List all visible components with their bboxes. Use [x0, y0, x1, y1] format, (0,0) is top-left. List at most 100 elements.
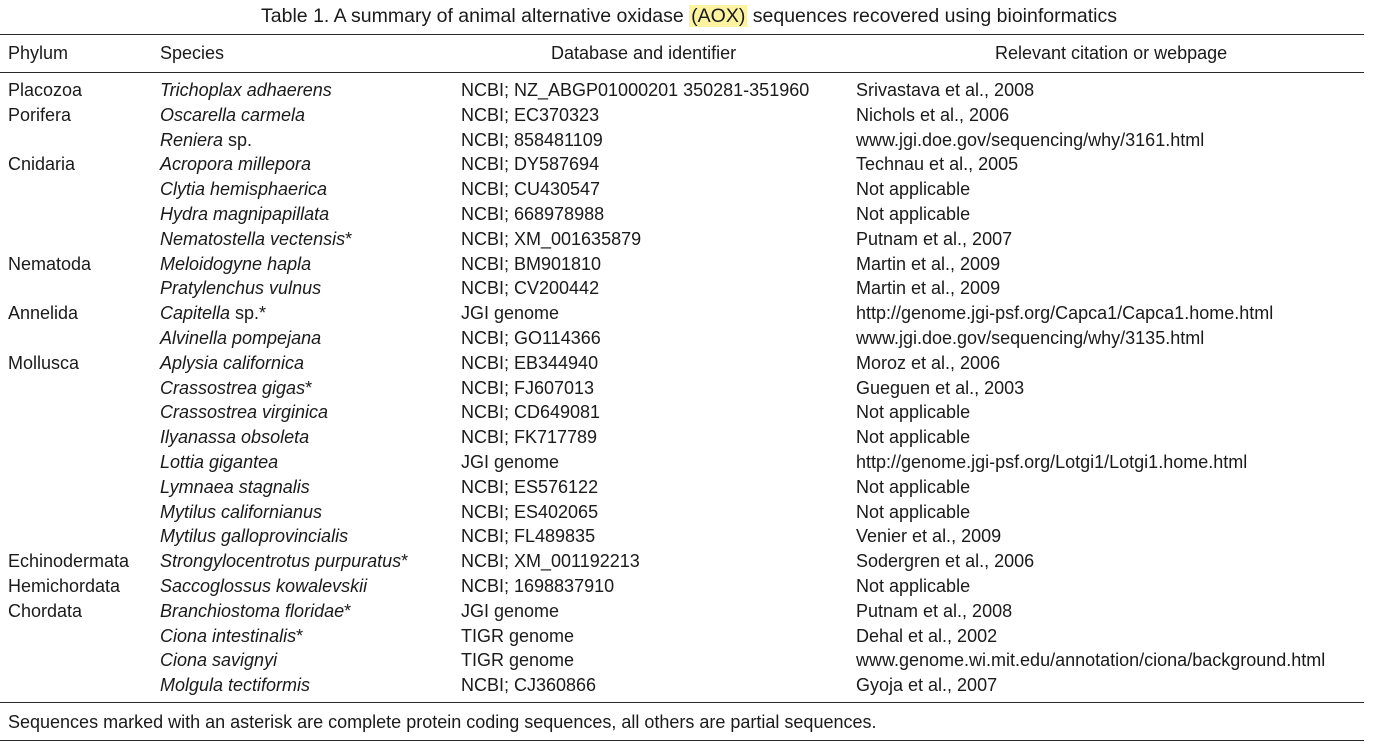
cell-citation: www.genome.wi.mit.edu/annotation/ciona/b…	[856, 650, 1326, 671]
cell-citation: Not applicable	[856, 501, 971, 522]
cell-species: Capitella sp.*	[160, 301, 266, 326]
species-suffix: *	[296, 625, 304, 646]
cell-database: NCBI; ES576122	[461, 476, 599, 497]
species-name: Reniera	[160, 129, 224, 150]
table-row: Nematoda Meloidogyne hapla NCBI; BM901810 M…	[0, 252, 1364, 277]
cell-database: TIGR genome	[461, 650, 575, 671]
cell-database: TIGR genome	[461, 625, 575, 646]
cell-database: NCBI; EC370323	[461, 104, 600, 125]
cell-database: NCBI; NZ_ABGP01000201 350281-351960	[461, 80, 810, 100]
cell-citation: Venier et al., 2009	[856, 526, 1002, 547]
cell-citation: Moroz et al., 2006	[856, 352, 1001, 373]
species-name: Saccoglossus kowalevskii	[160, 575, 368, 596]
species-name: Nematostella vectensis	[160, 228, 346, 249]
table-row: Alvinella pompejana NCBI; GO114366 www.jgi…	[0, 326, 1364, 351]
cell-database: NCBI; CJ360866	[461, 675, 597, 696]
cell-database: NCBI; CV200442	[461, 278, 600, 299]
species-suffix: *	[401, 551, 409, 572]
cell-species: Oscarella carmela	[160, 103, 305, 128]
table-row: Ciona intestinalis* TIGR genome Dehal et a…	[0, 624, 1364, 649]
cell-phylum: Mollusca	[8, 352, 80, 373]
cell-citation: Not applicable	[856, 575, 971, 596]
table-row: Lymnaea stagnalis NCBI; ES576122 Not appli…	[0, 475, 1364, 500]
title-text-before: Table 1. A summary of animal alternative…	[261, 5, 690, 27]
table-row: Nematostella vectensis* NCBI; XM_00163587…	[0, 227, 1364, 252]
cell-species: Hydra magnipapillata	[160, 202, 329, 227]
cell-database: NCBI; XM_001635879	[461, 228, 642, 249]
cell-citation: Nichols et al., 2006	[856, 104, 1010, 125]
cell-citation: Martin et al., 2009	[856, 278, 1001, 299]
table-row: Lottia gigantea JGI genome http://genome.j…	[0, 450, 1364, 475]
cell-citation: Putnam et al., 2008	[856, 600, 1013, 621]
cell-species: Molgula tectiformis	[160, 673, 310, 698]
table-row: Hydra magnipapillata NCBI; 668978988 Not a…	[0, 202, 1364, 227]
species-name: Aplysia californica	[160, 352, 305, 373]
table-row: Echinodermata Strongylocentrotus purpurat…	[0, 549, 1364, 574]
species-name: Ciona intestinalis	[160, 625, 297, 646]
species-suffix: sp.*	[230, 303, 267, 324]
species-name: Pratylenchus vulnus	[160, 278, 322, 299]
species-name: Branchiostoma floridae	[160, 600, 345, 621]
species-name: Strongylocentrotus purpuratus	[160, 551, 402, 572]
cell-database: JGI genome	[461, 303, 560, 324]
cell-species: Reniera sp.	[160, 128, 252, 153]
cell-species: Ciona savignyi	[160, 648, 277, 673]
species-name: Acropora millepora	[160, 154, 312, 175]
table-title: Table 1. A summary of animal alternative…	[0, 4, 1378, 28]
cell-citation: Not applicable	[856, 476, 971, 497]
table-row: Placozoa Trichoplax adhaerens NCBI; NZ_ABG…	[0, 78, 1364, 103]
cell-database: NCBI; CD649081	[461, 402, 601, 423]
cell-citation: Gueguen et al., 2003	[856, 377, 1025, 398]
cell-database: NCBI; CU430547	[461, 179, 601, 200]
cell-species: Branchiostoma floridae*	[160, 599, 351, 624]
header-species: Species	[160, 43, 225, 63]
table-row: Crassostrea virginica NCBI; CD649081 Not a…	[0, 400, 1364, 425]
header-rule	[0, 72, 1364, 73]
species-name: Lottia gigantea	[160, 451, 279, 472]
table-row: Molgula tectiformis NCBI; CJ360866 Gyoja e…	[0, 673, 1364, 698]
cell-citation: www.jgi.doe.gov/sequencing/why/3161.html	[856, 129, 1205, 150]
species-suffix: sp.	[223, 129, 253, 150]
bottom-rule	[0, 702, 1364, 703]
table-row: Ilyanassa obsoleta NCBI; FK717789 Not appl…	[0, 425, 1364, 450]
header-phylum: Phylum	[8, 43, 69, 63]
cell-species: Ciona intestinalis*	[160, 624, 303, 649]
title-highlight: (AOX)	[689, 5, 748, 27]
cell-species: Acropora millepora	[160, 152, 311, 177]
table-row: Mytilus galloprovincialis NCBI; FL489835 V…	[0, 524, 1364, 549]
cell-database: NCBI; 858481109	[461, 129, 603, 150]
cell-citation: Putnam et al., 2007	[856, 228, 1013, 249]
cell-species: Aplysia californica	[160, 351, 304, 376]
table-row: Cnidaria Acropora millepora NCBI; DY587694…	[0, 152, 1364, 177]
cell-phylum: Echinodermata	[8, 551, 130, 572]
table-row: Chordata Branchiostoma floridae* JGI genom…	[0, 599, 1364, 624]
species-name: Crassostrea virginica	[160, 402, 329, 423]
cell-species: Meloidogyne hapla	[160, 252, 311, 277]
cell-citation: Technau et al., 2005	[856, 154, 1019, 175]
cell-phylum: Cnidaria	[8, 154, 76, 175]
cell-database: NCBI; DY587694	[461, 154, 600, 175]
cell-phylum: Chordata	[8, 600, 83, 621]
cell-phylum: Hemichordata	[8, 575, 121, 596]
cell-citation: www.jgi.doe.gov/sequencing/why/3135.html	[856, 327, 1205, 348]
cell-database: NCBI; 668978988	[461, 203, 605, 224]
cell-citation: Not applicable	[856, 402, 971, 423]
top-rule	[0, 34, 1364, 35]
species-name: Crassostrea gigas	[160, 377, 306, 398]
cell-database: NCBI; XM_001192213	[461, 551, 640, 572]
cell-species: Alvinella pompejana	[160, 326, 321, 351]
cell-citation: http://genome.jgi-psf.org/Lotgi1/Lotgi1.…	[856, 451, 1248, 472]
cell-citation: http://genome.jgi-psf.org/Capca1/Capca1.…	[856, 303, 1274, 324]
species-name: Lymnaea stagnalis	[160, 476, 310, 497]
cell-species: Mytilus californianus	[160, 500, 322, 525]
cell-database: NCBI; ES402065	[461, 501, 599, 522]
table-row: Ciona savignyi TIGR genome www.genome.wi.m…	[0, 648, 1364, 673]
table-row: Mollusca Aplysia californica NCBI; EB34494…	[0, 351, 1364, 376]
species-name: Clytia hemisphaerica	[160, 179, 328, 200]
cell-database: JGI genome	[461, 600, 560, 621]
cell-phylum: Annelida	[8, 303, 79, 324]
cell-citation: Srivastava et al., 2008	[856, 80, 1035, 100]
table-body: Placozoa Trichoplax adhaerens NCBI; NZ_ABG…	[0, 78, 1364, 698]
cell-species: Saccoglossus kowalevskii	[160, 574, 367, 599]
table-row: Crassostrea gigas* NCBI; FJ607013 Gueguen …	[0, 376, 1364, 401]
